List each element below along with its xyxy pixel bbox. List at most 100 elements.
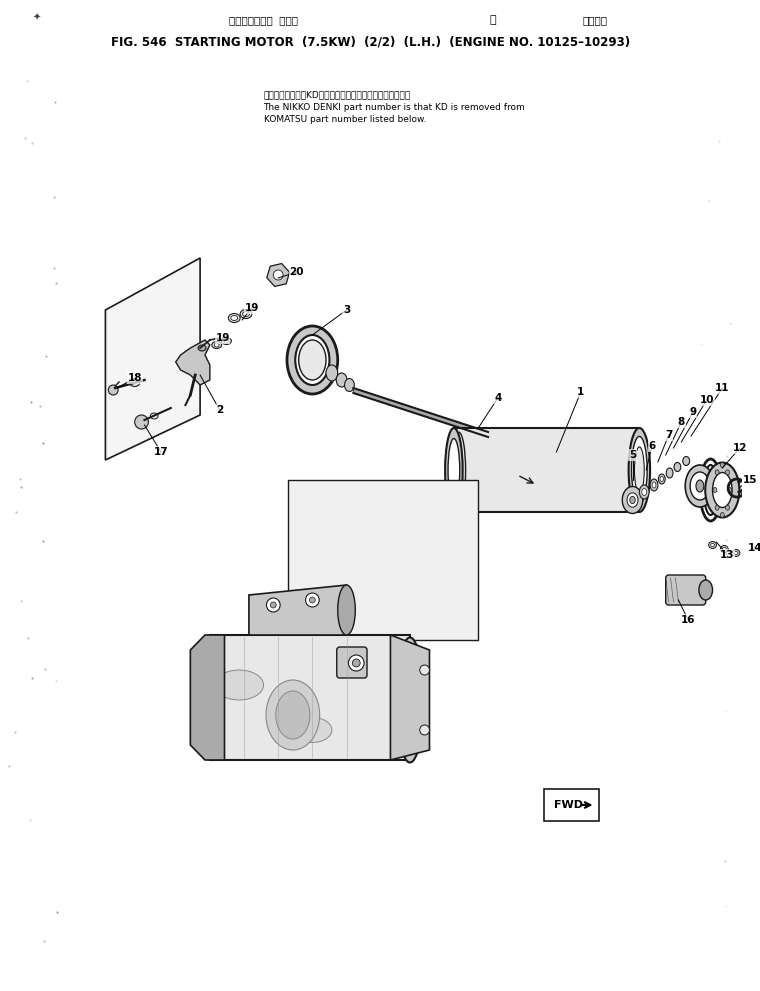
- Ellipse shape: [705, 463, 739, 517]
- Ellipse shape: [224, 339, 229, 343]
- Ellipse shape: [635, 447, 644, 494]
- Ellipse shape: [622, 487, 643, 513]
- Ellipse shape: [715, 470, 719, 475]
- Circle shape: [420, 665, 429, 675]
- Circle shape: [135, 415, 148, 429]
- Ellipse shape: [296, 335, 329, 385]
- Circle shape: [420, 725, 429, 735]
- Text: 11: 11: [715, 383, 730, 393]
- Text: 16: 16: [681, 615, 695, 625]
- Text: 品番のメーカ記号KDを除いたものが日興電機の品番です。: 品番のメーカ記号KDを除いたものが日興電機の品番です。: [264, 90, 410, 99]
- Text: 5: 5: [629, 450, 636, 460]
- Ellipse shape: [667, 468, 673, 478]
- Ellipse shape: [704, 465, 717, 515]
- Ellipse shape: [732, 549, 740, 557]
- Text: 19: 19: [245, 303, 259, 313]
- Ellipse shape: [650, 479, 658, 491]
- Ellipse shape: [405, 675, 415, 725]
- Text: 12: 12: [733, 443, 747, 453]
- Ellipse shape: [632, 436, 648, 503]
- Ellipse shape: [276, 691, 310, 739]
- Ellipse shape: [199, 645, 220, 755]
- Ellipse shape: [715, 505, 719, 510]
- Ellipse shape: [699, 580, 713, 600]
- Ellipse shape: [690, 472, 710, 500]
- Polygon shape: [210, 635, 410, 760]
- Polygon shape: [353, 388, 488, 437]
- Ellipse shape: [231, 315, 238, 320]
- Text: 10: 10: [699, 395, 714, 405]
- Circle shape: [741, 488, 749, 496]
- Ellipse shape: [641, 489, 647, 496]
- Ellipse shape: [396, 637, 423, 762]
- Text: 18: 18: [128, 373, 142, 383]
- Text: 7: 7: [665, 430, 673, 440]
- Text: 14: 14: [748, 543, 760, 553]
- Ellipse shape: [150, 413, 158, 419]
- Text: 17: 17: [154, 447, 169, 457]
- Ellipse shape: [746, 556, 749, 559]
- Ellipse shape: [299, 340, 326, 380]
- Text: 13: 13: [720, 550, 734, 560]
- Ellipse shape: [215, 670, 264, 700]
- Ellipse shape: [722, 547, 727, 550]
- Ellipse shape: [713, 473, 732, 507]
- Ellipse shape: [401, 655, 419, 745]
- Circle shape: [267, 598, 280, 612]
- Text: KOMATSU part number listed below.: KOMATSU part number listed below.: [264, 115, 426, 124]
- Ellipse shape: [287, 326, 337, 394]
- Text: 左: 左: [489, 15, 496, 25]
- Circle shape: [109, 385, 118, 395]
- Ellipse shape: [713, 488, 717, 493]
- Ellipse shape: [660, 477, 663, 482]
- Text: スターティング  モータ: スターティング モータ: [229, 15, 298, 25]
- Ellipse shape: [658, 474, 665, 484]
- Ellipse shape: [203, 660, 217, 740]
- Ellipse shape: [747, 474, 756, 488]
- Ellipse shape: [720, 463, 724, 468]
- Ellipse shape: [484, 429, 492, 439]
- Ellipse shape: [326, 365, 337, 381]
- Ellipse shape: [639, 485, 649, 499]
- Text: 8: 8: [678, 417, 685, 427]
- Polygon shape: [106, 258, 200, 460]
- Ellipse shape: [344, 379, 354, 391]
- Ellipse shape: [630, 496, 635, 503]
- Ellipse shape: [727, 488, 732, 493]
- Ellipse shape: [700, 459, 721, 521]
- Text: FIG. 546  STARTING MOTOR  (7.5KW)  (2/2)  (L.H.)  (ENGINE NO. 10125–10293): FIG. 546 STARTING MOTOR (7.5KW) (2/2) (L…: [112, 36, 631, 49]
- Ellipse shape: [711, 543, 714, 546]
- Circle shape: [309, 597, 315, 603]
- Polygon shape: [176, 340, 210, 385]
- Ellipse shape: [229, 313, 240, 322]
- Text: 19: 19: [215, 333, 230, 343]
- Circle shape: [271, 602, 276, 608]
- Circle shape: [353, 659, 360, 667]
- Ellipse shape: [674, 463, 681, 472]
- Ellipse shape: [627, 493, 638, 507]
- Text: FWD: FWD: [555, 800, 584, 810]
- Text: 4: 4: [494, 393, 502, 403]
- Text: 20: 20: [290, 267, 304, 277]
- Ellipse shape: [652, 482, 656, 488]
- Text: 9: 9: [689, 407, 697, 417]
- Ellipse shape: [266, 680, 320, 750]
- Circle shape: [274, 270, 283, 280]
- Circle shape: [349, 655, 364, 671]
- Ellipse shape: [222, 338, 231, 345]
- Ellipse shape: [726, 505, 730, 510]
- Ellipse shape: [242, 311, 249, 316]
- Polygon shape: [249, 585, 347, 635]
- Ellipse shape: [337, 585, 356, 635]
- FancyBboxPatch shape: [337, 647, 367, 678]
- Ellipse shape: [336, 373, 347, 387]
- Text: 15: 15: [743, 475, 757, 485]
- Ellipse shape: [686, 465, 714, 507]
- Text: 適用号機: 適用号機: [583, 15, 608, 25]
- Ellipse shape: [293, 717, 332, 742]
- Text: The NIKKO DENKI part number is that KD is removed from: The NIKKO DENKI part number is that KD i…: [264, 103, 525, 113]
- Ellipse shape: [214, 343, 219, 347]
- Text: 6: 6: [648, 441, 656, 451]
- Ellipse shape: [726, 470, 730, 475]
- Polygon shape: [454, 428, 639, 512]
